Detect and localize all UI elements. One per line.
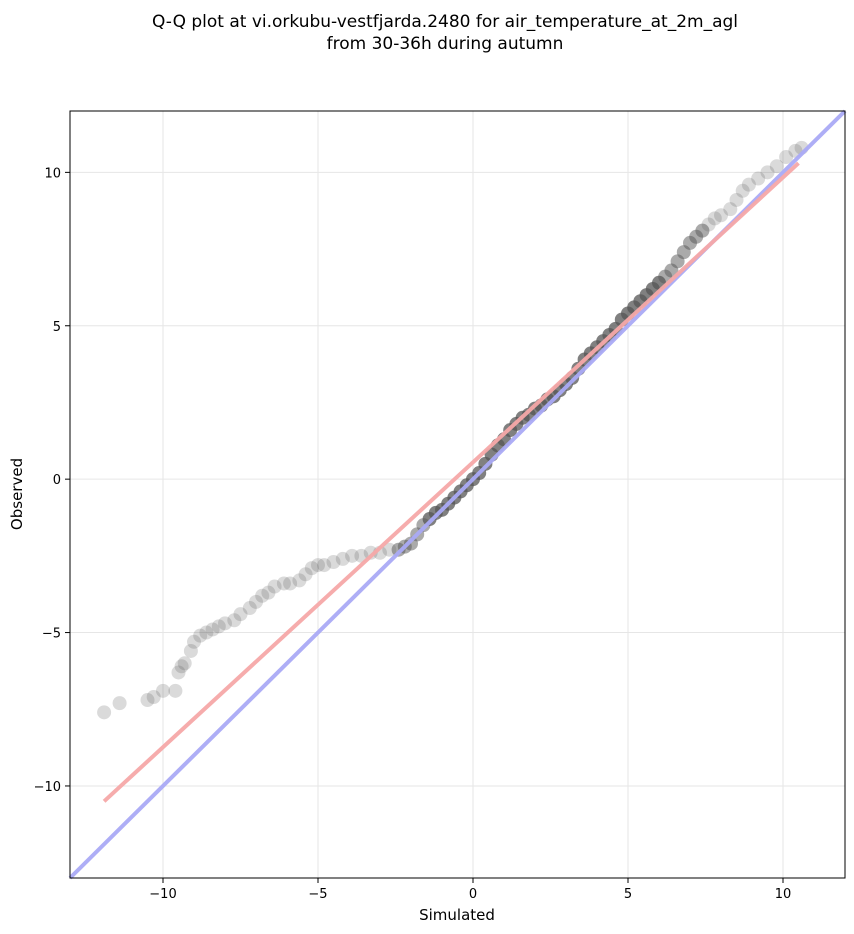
data-point	[311, 558, 325, 573]
data-point	[261, 585, 276, 600]
data-point	[741, 177, 756, 192]
data-point	[205, 622, 220, 637]
data-point	[298, 567, 313, 582]
data-point	[283, 576, 298, 591]
data-point	[304, 561, 319, 576]
data-point	[112, 696, 127, 711]
data-point	[249, 594, 263, 609]
data-point	[735, 183, 750, 198]
data-point	[140, 693, 155, 708]
data-point	[187, 634, 201, 649]
data-point	[707, 211, 722, 226]
y-axis-label: Observed	[8, 458, 26, 530]
data-point	[146, 689, 161, 704]
x-tick-label: 0	[469, 887, 477, 902]
data-point	[255, 588, 270, 603]
plot-area-frame	[69, 110, 846, 879]
reference-lines	[68, 109, 847, 880]
data-point	[723, 202, 738, 217]
x-tick-label: −5	[308, 887, 327, 902]
data-point	[174, 659, 189, 674]
y-tick-label: −5	[42, 627, 61, 642]
data-point	[276, 576, 291, 591]
y-tick-label: 10	[44, 166, 61, 181]
x-tick-label: 10	[775, 887, 792, 902]
data-point	[769, 159, 784, 174]
data-point	[211, 619, 226, 634]
data-point	[156, 683, 170, 698]
data-point	[292, 573, 307, 588]
grid	[70, 111, 845, 878]
data-point	[335, 551, 350, 566]
x-tick-label: 5	[624, 887, 632, 902]
y-tick-label: 0	[53, 473, 61, 488]
data-point	[97, 705, 112, 720]
x-tick-label: −10	[149, 887, 176, 902]
data-point	[218, 616, 232, 631]
chart-title-line-2: from 30-36h during autumn	[327, 34, 564, 54]
data-point	[227, 613, 242, 628]
data-point	[199, 625, 214, 640]
chart-title-line-1: Q-Q plot at vi.orkubu-vestfjarda.2480 fo…	[152, 12, 738, 32]
fit-line	[102, 161, 800, 803]
data-point	[177, 656, 192, 671]
data-point	[760, 165, 775, 180]
data-point	[345, 548, 360, 563]
data-point	[168, 683, 183, 698]
data-point	[267, 579, 282, 594]
data-point	[701, 217, 716, 232]
data-point	[242, 601, 257, 616]
data-point	[233, 607, 248, 622]
y-tick-label: 5	[53, 320, 61, 335]
data-point	[183, 643, 198, 658]
data-point	[729, 192, 744, 207]
data-point	[317, 558, 332, 573]
data-point	[363, 545, 378, 560]
data-point	[326, 554, 341, 569]
x-axis-ticks: −10 −5 0 5 10	[149, 878, 791, 902]
data-point	[751, 171, 766, 186]
data-point	[714, 208, 728, 223]
data-point	[193, 628, 208, 643]
y-tick-label: −10	[34, 780, 61, 795]
data-point	[779, 150, 794, 165]
y-axis-ticks: −10 −5 0 5 10	[34, 166, 70, 795]
x-axis-label: Simulated	[419, 906, 495, 924]
data-point	[171, 665, 186, 680]
data-point	[695, 223, 710, 238]
